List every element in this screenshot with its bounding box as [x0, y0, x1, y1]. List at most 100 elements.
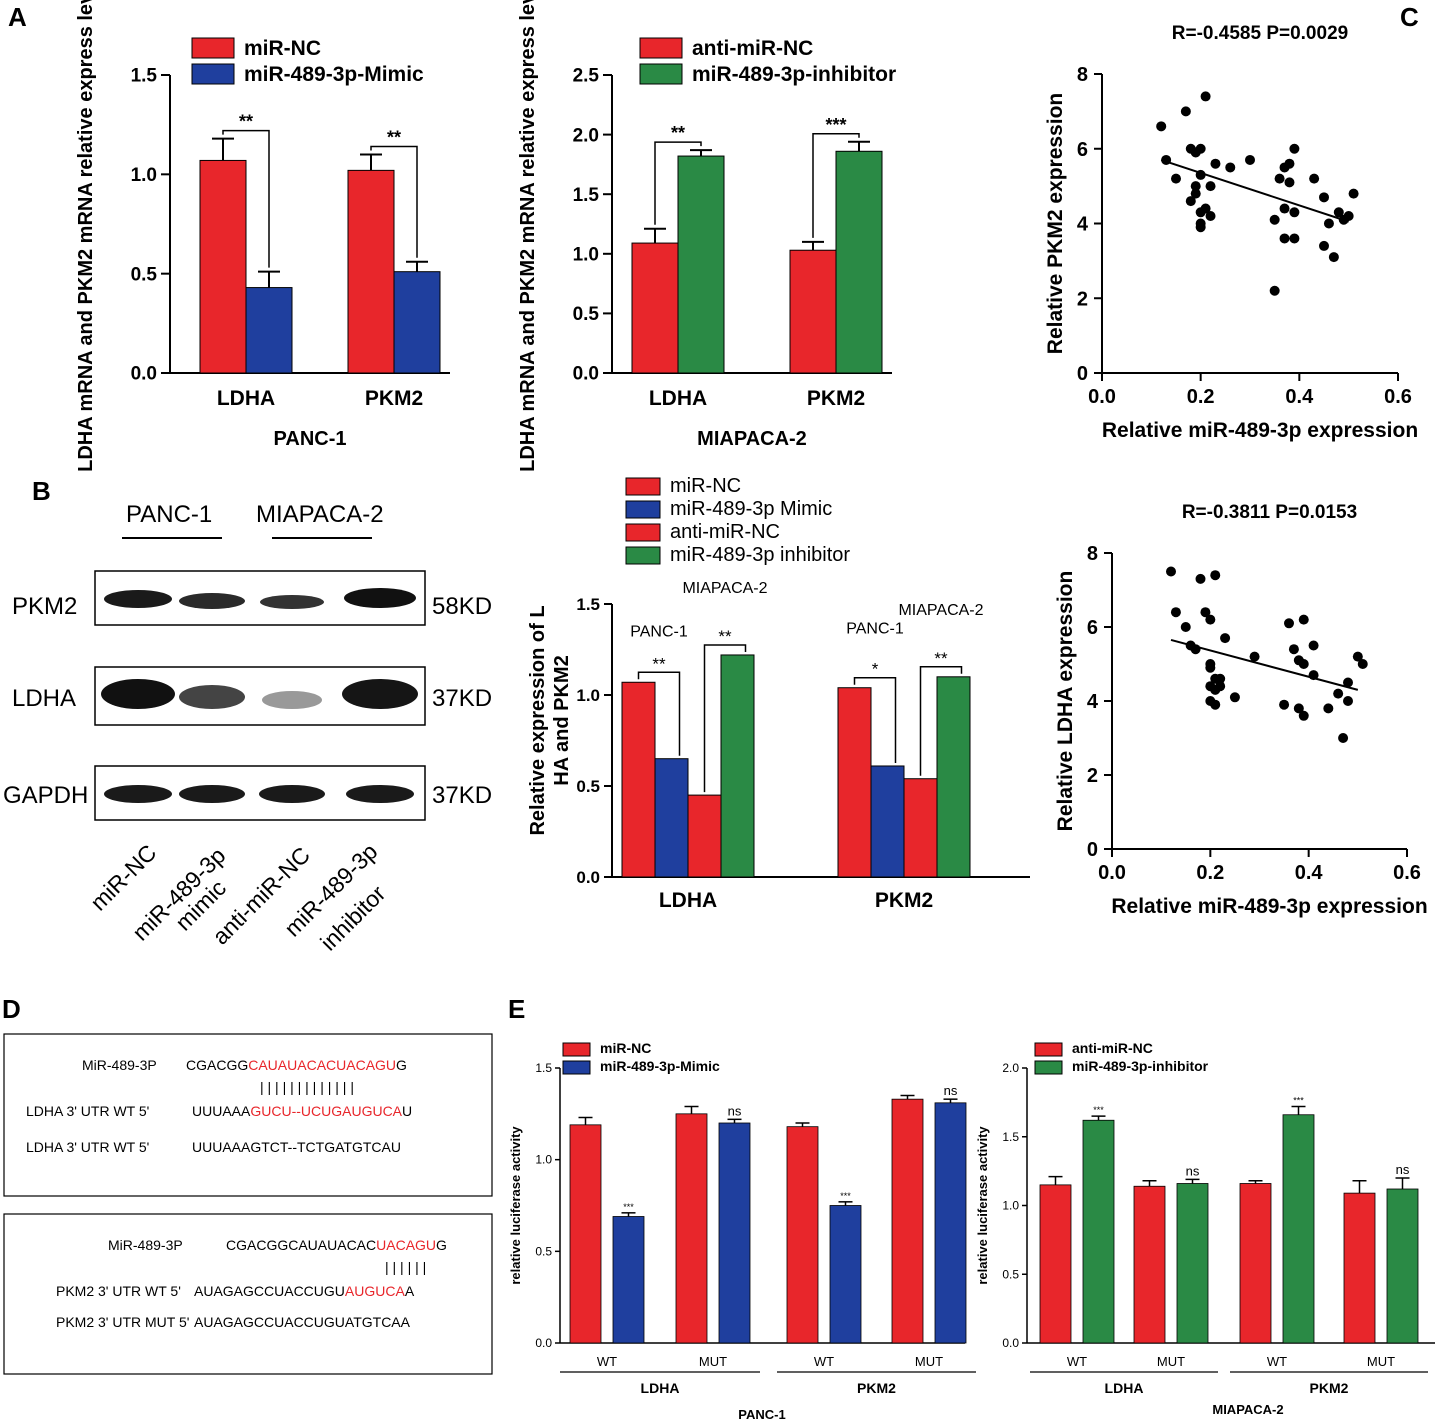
seq-pairing-bars: | | | | | | — [385, 1259, 426, 1275]
legend-label: miR-NC — [670, 475, 741, 497]
significance-bracket — [654, 141, 702, 225]
y-tick-label: 8 — [1077, 64, 1088, 86]
significance-label: *** — [825, 115, 846, 135]
chart-c2-ldha-correlation: 0 2 4 6 8 0.0 0.2 0.4 0.6 R=-0.3811 P=0.0153 Relat… — [1054, 502, 1428, 918]
chart-title: PANC-1 — [274, 428, 347, 450]
legend-label: miR-489-3p-inhibitor — [1072, 1058, 1209, 1074]
legend-swatch — [1034, 1060, 1063, 1075]
scatter-point — [1293, 703, 1304, 714]
significance-label: ** — [652, 654, 666, 673]
scatter-point — [1156, 121, 1167, 132]
significance-label: ns — [728, 1103, 742, 1118]
significance-label: *** — [623, 1202, 634, 1212]
scatter-point — [1195, 207, 1206, 218]
y-tick-label: 0 — [1077, 363, 1088, 385]
y-tick-label: 1.0 — [576, 686, 600, 705]
sequence-box-pkm2 — [3, 1213, 493, 1375]
significance-bracket — [812, 133, 860, 238]
group-label: MIAPACA-2 — [898, 602, 983, 619]
y-tick-label: 0.5 — [1002, 1267, 1019, 1281]
bar — [245, 287, 293, 374]
scatter-point — [1269, 214, 1280, 225]
legend-swatch — [639, 63, 683, 85]
y-axis-title: Relative expression of L HA and PKM2 — [527, 605, 573, 835]
regression-line — [1170, 638, 1359, 691]
scatter-point — [1190, 181, 1201, 192]
bar — [1343, 1192, 1376, 1344]
y-tick-label: 1.5 — [1002, 1130, 1019, 1144]
x-tick-label: 0.0 — [1088, 386, 1116, 408]
x-tick-label: 0.6 — [1393, 862, 1421, 884]
seq-label: LDHA 3' UTR WT 5' — [26, 1103, 149, 1119]
x-category-label: PKM2 — [807, 387, 865, 410]
bar — [199, 159, 247, 374]
legend-swatch — [191, 37, 235, 59]
blot-row-label: LDHA — [12, 685, 76, 712]
scatter-point — [1279, 203, 1290, 214]
bar — [1239, 1183, 1272, 1344]
scatter-point — [1279, 699, 1290, 710]
scatter-point — [1284, 177, 1295, 188]
chart-a2-miapaca2: 0.0 0.5 1.0 1.5 2.0 2.5 ** LDHA *** PKM2MIAPACA-2… — [517, 0, 896, 472]
blot-cell-line-miapaca2: MIAPACA-2 — [256, 501, 384, 528]
scatter-point — [1245, 154, 1255, 165]
bar — [631, 242, 679, 374]
scatter-point — [1343, 677, 1353, 688]
group-label: PANC-1 — [846, 621, 904, 638]
y-tick-label: 6 — [1077, 139, 1088, 161]
significance-label: *** — [1293, 1096, 1304, 1106]
x-category-label: WT — [597, 1354, 617, 1369]
blot-band — [104, 785, 172, 803]
scatter-point — [1289, 207, 1300, 218]
bar — [870, 765, 905, 878]
scatter-point — [1170, 607, 1181, 618]
y-tick-label: 0.0 — [573, 364, 599, 385]
legend-label: miR-489-3p-Mimic — [600, 1058, 720, 1074]
legend-swatch — [625, 546, 661, 565]
y-tick-label: 1.0 — [535, 1153, 552, 1167]
scatter-point — [1352, 651, 1363, 662]
x-tick-label: 0.2 — [1196, 862, 1224, 884]
seq-target: AUAGAGCCUACCUGUAUGUCAA — [194, 1283, 415, 1299]
blot-band — [262, 691, 322, 709]
group-label: MIAPACA-2 — [682, 580, 767, 597]
scatter-point — [1333, 688, 1344, 699]
scatter-point — [1190, 188, 1201, 199]
group-label: LDHA — [1105, 1380, 1144, 1396]
scatter-point — [1215, 673, 1226, 684]
scatter-point — [1269, 285, 1280, 296]
bar — [675, 1113, 708, 1344]
significance-label: ns — [1186, 1163, 1200, 1178]
x-axis-title: Relative miR-489-3p expression — [1102, 419, 1418, 442]
scatter-point — [1309, 173, 1320, 184]
bar — [687, 794, 722, 878]
bar — [829, 1205, 862, 1344]
blot-size-label: 37KD — [432, 685, 492, 712]
blot-band — [179, 593, 245, 609]
chart-title: MIAPACA-2 — [697, 428, 807, 450]
scatter-point — [1210, 158, 1221, 169]
significance-label: ns — [944, 1083, 958, 1098]
significance-label: *** — [1093, 1105, 1104, 1115]
y-tick-label: 1.5 — [576, 595, 600, 614]
y-axis-title-line: HA and PKM2 — [551, 655, 573, 785]
blot-band — [346, 785, 414, 803]
chart-b2-quantification: 0.0 0.5 1.0 1.5 ** PANC-1 ** MIAPACA-2 LDHA * PANC… — [527, 475, 1030, 912]
seq-mirna: CGACGGCAUAUACACUACAGUG — [226, 1237, 447, 1253]
y-axis-title: Relative PKM2 expression — [1044, 93, 1067, 354]
chart-title: R=-0.4585 P=0.0029 — [1172, 23, 1348, 44]
y-tick-label: 0.5 — [576, 777, 600, 796]
scatter-point — [1195, 218, 1206, 229]
bar — [612, 1216, 645, 1344]
blot-band — [259, 785, 325, 803]
legend-swatch — [625, 523, 661, 542]
seq-label: LDHA 3' UTR WT 5' — [26, 1139, 149, 1155]
scatter-point — [1229, 692, 1240, 703]
chart-title: PANC-1 — [738, 1407, 785, 1422]
bar — [936, 676, 971, 878]
scatter-point — [1210, 570, 1221, 581]
significance-bracket — [919, 666, 963, 776]
western-blot: PANC-1 MIAPACA-2 PKM2 LDHA GAPDH 58KD 37… — [3, 501, 492, 956]
significance-bracket — [637, 671, 681, 756]
